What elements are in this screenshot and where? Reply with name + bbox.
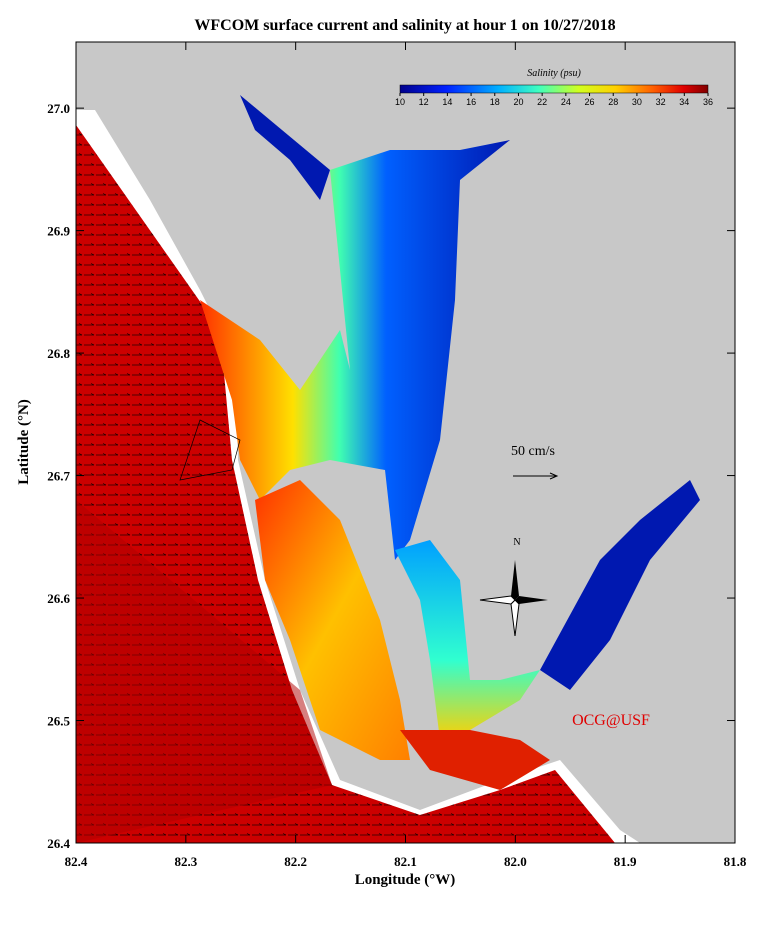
x-tick-label: 81.9 [614,854,637,869]
ocean-band [76,500,332,843]
colorbar-tick-label: 32 [656,97,666,107]
y-tick-label: 26.4 [47,836,70,851]
colorbar-tick-label: 14 [442,97,452,107]
x-tick-label: 82.2 [284,854,307,869]
scale-label: 50 cm/s [511,444,555,459]
y-tick-label: 26.9 [47,224,70,239]
y-tick-label: 27.0 [47,101,70,116]
colorbar-tick-label: 20 [513,97,523,107]
y-tick-label: 26.7 [47,469,70,484]
y-tick-label: 26.6 [47,591,70,606]
caloosahatchee [395,540,540,740]
colorbar [399,84,709,94]
x-tick-label: 82.1 [394,854,417,869]
colorbar-tick-label: 34 [679,97,689,107]
colorbar-tick-label: 12 [419,97,429,107]
san-carlos-bay [400,730,550,790]
title: WFCOM surface current and salinity at ho… [194,17,615,34]
colorbar-tick-label: 30 [632,97,642,107]
scale-arrow-head [549,472,559,480]
upper-river [540,480,700,690]
colorbar-tick-label: 28 [608,97,618,107]
colorbar-tick-label: 18 [490,97,500,107]
x-tick-label: 81.8 [724,854,747,869]
colorbar-tick-label: 26 [585,97,595,107]
north-arrow [479,560,548,637]
y-axis-label: Latitude (°N) [16,399,32,485]
peace-river [240,95,330,200]
pass-vectors [179,419,241,481]
y-tick-label: 26.5 [47,714,70,729]
x-tick-label: 82.0 [504,854,527,869]
colorbar-label: Salinity (psu) [527,68,581,79]
colorbar-tick-label: 16 [466,97,476,107]
north-label: N [513,537,520,548]
y-tick-label: 26.8 [47,346,70,361]
x-tick-label: 82.3 [174,854,197,869]
colorbar-tick-label: 22 [537,97,547,107]
x-axis-label: Longitude (°W) [355,872,456,888]
colorbar-tick-label: 10 [395,97,405,107]
harbor [200,140,510,560]
colorbar-tick-label: 24 [561,97,571,107]
x-tick-label: 82.4 [65,854,88,869]
map-area [76,42,735,843]
credit: OCG@USF [572,712,650,729]
colorbar-tick-label: 36 [703,97,713,107]
pine-island-sound [255,480,410,760]
